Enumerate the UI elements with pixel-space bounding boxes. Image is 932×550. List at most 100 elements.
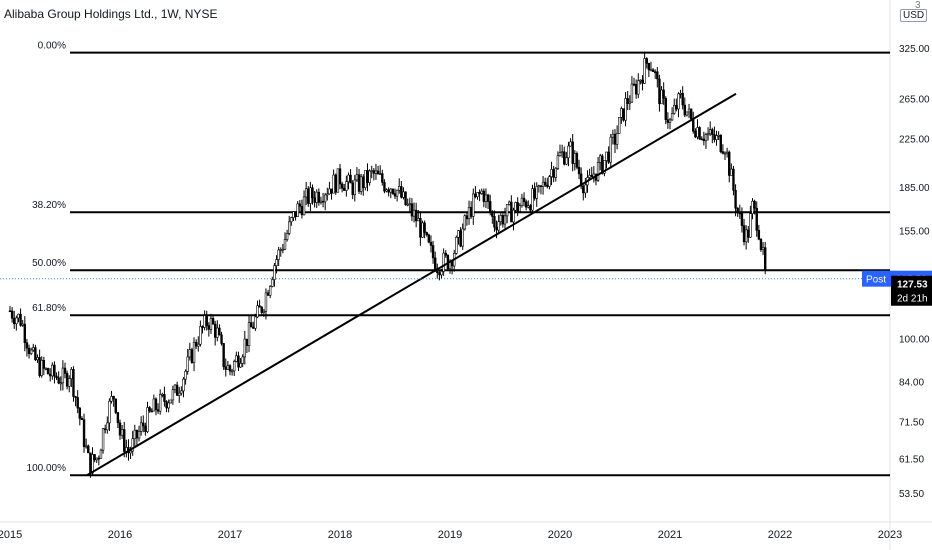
candle-body: [704, 134, 708, 142]
candle-body: [154, 398, 158, 410]
candle-body: [120, 429, 124, 436]
candle-body: [131, 438, 134, 452]
candle-body: [393, 193, 397, 197]
candle-body: [353, 179, 357, 196]
candle-body: [681, 92, 684, 106]
candle-body: [742, 225, 746, 243]
candle-body: [106, 422, 109, 431]
candle-body: [673, 104, 676, 114]
candle-body: [398, 186, 401, 191]
candle-body: [237, 355, 240, 368]
candle-body: [687, 108, 691, 113]
candle-body: [330, 188, 333, 194]
candle-body: [486, 194, 490, 202]
candle-body: [554, 168, 557, 178]
candle-body: [226, 365, 230, 370]
candle-body: [29, 349, 33, 354]
candle-body: [8, 310, 12, 313]
trendline[interactable]: [86, 92, 737, 477]
candle-body: [503, 215, 507, 225]
candle-body: [374, 170, 378, 174]
candle-body: [190, 349, 194, 363]
candle-body: [42, 359, 46, 369]
candle-body: [637, 80, 640, 95]
candle-body: [717, 134, 720, 137]
candle-body: [34, 347, 37, 361]
candle-body: [19, 313, 22, 326]
candle-body: [101, 428, 105, 451]
candle-body: [309, 187, 312, 204]
candle-body: [10, 310, 14, 319]
candle-body: [402, 191, 405, 198]
fib-level-label: 50.00%: [32, 258, 66, 269]
candle-body: [230, 370, 234, 373]
candle-body: [302, 196, 306, 216]
candle-body: [493, 216, 496, 228]
candle-body: [203, 315, 206, 328]
trendline-layer[interactable]: [0, 92, 890, 477]
candle-body: [336, 168, 340, 193]
candle-body: [228, 365, 232, 372]
candle-body: [560, 151, 564, 154]
candle-body: [469, 207, 473, 217]
candle-body: [497, 221, 500, 231]
candle-body: [323, 194, 327, 203]
candle-body: [520, 197, 524, 206]
candle-body: [359, 176, 363, 192]
post-badge-label: Post: [866, 275, 886, 286]
x-tick-label: 2016: [108, 529, 132, 541]
time-axis[interactable]: 2015 2016 2017 2018 2019 2020 2021 2022 2023: [0, 529, 902, 541]
candle-body: [197, 343, 200, 347]
candle-body: [112, 396, 115, 400]
candle-body: [285, 233, 289, 240]
candle-body: [440, 271, 443, 276]
candle-body: [262, 310, 266, 313]
candle-body: [641, 79, 644, 84]
candle-body: [152, 398, 156, 412]
candle-body: [711, 129, 714, 135]
y-tick-label: 84.00: [899, 378, 924, 389]
candle-body: [61, 367, 65, 384]
candle-body: [72, 369, 75, 397]
candle-body: [347, 174, 350, 182]
candle-body: [317, 191, 321, 203]
currency-button[interactable]: USD: [900, 9, 928, 22]
candle-body: [670, 113, 674, 121]
candle-body: [78, 407, 82, 419]
candle-body: [495, 226, 498, 231]
candle-body: [247, 322, 251, 346]
candle-body: [734, 190, 737, 209]
price-axis[interactable]: 325.00 265.00 225.00 185.00 155.00 100.00 84.0…: [899, 44, 930, 500]
candle-body: [167, 402, 170, 409]
candle-body: [76, 397, 79, 409]
candle-body: [569, 141, 572, 147]
candle-body: [423, 222, 426, 233]
candle-body: [700, 138, 703, 141]
candle-body: [40, 359, 43, 376]
candlestick-series: [8, 51, 767, 478]
candle-body: [573, 153, 577, 164]
candle-body: [626, 98, 629, 104]
candle-body: [283, 239, 287, 250]
candle-body: [548, 176, 551, 187]
candle-body: [249, 322, 253, 328]
candle-body: [539, 185, 543, 188]
candle-body: [442, 252, 445, 272]
candle-body: [395, 189, 399, 197]
candle-body: [518, 205, 522, 212]
candle-body: [533, 188, 536, 199]
candle-body: [410, 203, 414, 217]
candle-body: [476, 192, 479, 198]
candle-body: [488, 201, 492, 212]
candle-body: [38, 357, 41, 376]
candle-body: [662, 89, 665, 99]
last-badge-countdown: 2d 21h: [897, 294, 928, 305]
candle-body: [25, 342, 29, 349]
candle-body: [32, 347, 35, 351]
candle-body: [273, 265, 276, 280]
candle-body: [161, 393, 164, 396]
candle-body: [36, 357, 39, 361]
candle-body: [387, 189, 390, 193]
candle-body: [666, 119, 670, 123]
